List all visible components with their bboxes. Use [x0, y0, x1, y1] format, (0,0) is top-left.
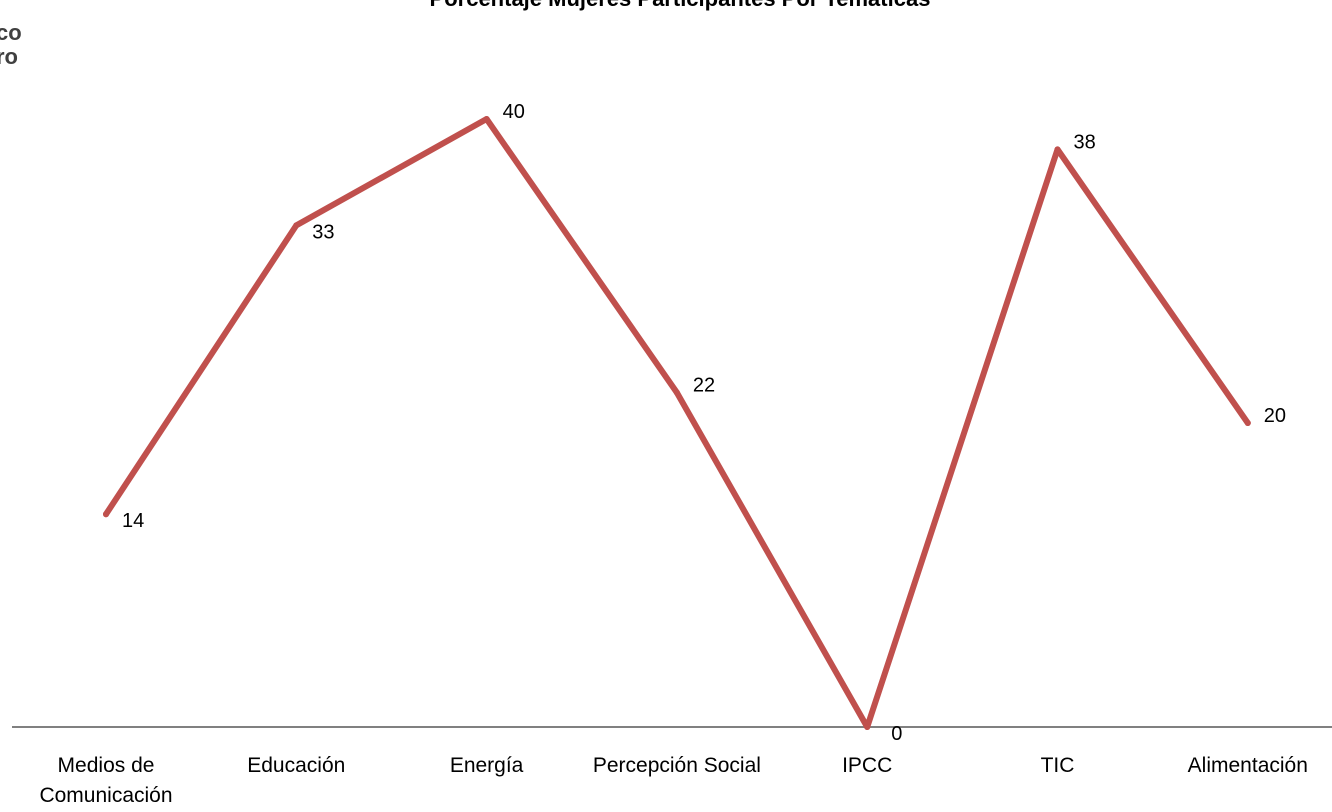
category-label: TIC — [1041, 754, 1075, 777]
category-label: Alimentación — [1188, 754, 1308, 777]
data-point — [483, 116, 490, 122]
data-label: 38 — [1074, 131, 1096, 153]
series-line — [103, 116, 1251, 730]
data-label: 33 — [312, 221, 334, 243]
data-point — [673, 389, 680, 396]
category-label: Energía — [450, 754, 524, 777]
series-group — [103, 116, 1251, 730]
side-label-line-1: co — [0, 20, 22, 45]
data-point — [293, 222, 300, 229]
category-label: Percepción Social — [593, 754, 761, 777]
data-label: 40 — [503, 101, 525, 123]
data-label: 20 — [1264, 405, 1286, 427]
data-point — [1244, 420, 1251, 426]
category-label: Educación — [247, 754, 345, 777]
data-point — [864, 724, 871, 730]
data-label: 14 — [122, 510, 144, 532]
side-label-line-2: ro — [0, 44, 18, 69]
category-label: Comunicación — [39, 784, 172, 807]
category-label: IPCC — [842, 754, 892, 777]
data-label: 0 — [891, 723, 902, 745]
category-label: Medios de — [58, 754, 155, 777]
data-point — [1054, 146, 1061, 153]
data-labels-group: 14 33 40 22 0 38 20 — [122, 101, 1286, 745]
data-label: 22 — [693, 375, 715, 397]
data-point — [103, 511, 109, 518]
chart-title: Porcentaje Mujeres Participantes Por Tem… — [430, 0, 931, 11]
category-labels-group: Medios de Comunicación Educación Energía Per… — [39, 754, 1307, 807]
